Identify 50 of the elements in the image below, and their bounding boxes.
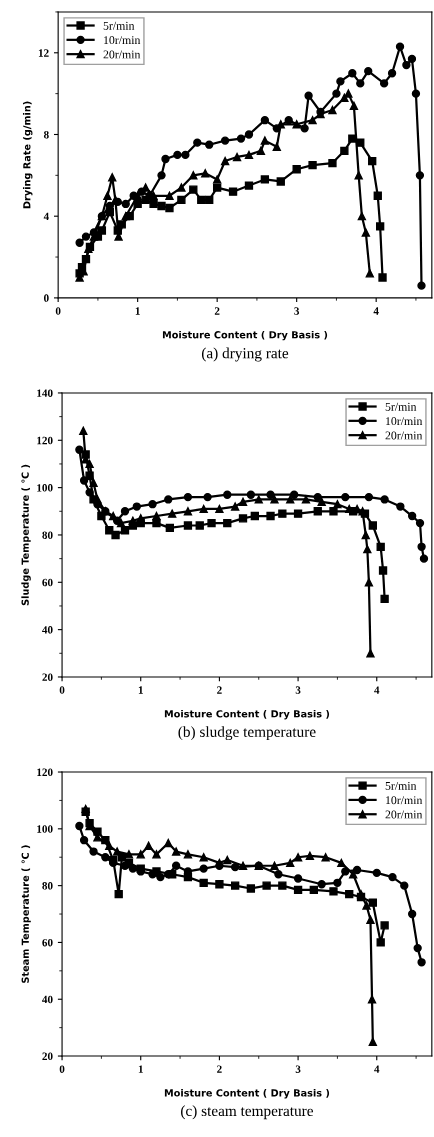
legend-label: 10r/min [386, 796, 423, 805]
x-tick-label: 2 [214, 307, 220, 315]
text: (c) steam temperature [181, 1105, 314, 1120]
y-tick-label: 120 [37, 768, 53, 776]
x-tick-label: 3 [295, 686, 301, 694]
y-tick-label: 140 [37, 389, 53, 397]
x-tick-label: 2 [217, 1065, 222, 1073]
x-axis-title: Moisture Content ( Dry Basis ) [164, 709, 330, 720]
x-tick-label: 4 [373, 307, 379, 315]
x-tick-label: 3 [295, 1065, 301, 1073]
legend-label: 20r/min [103, 50, 141, 59]
x-tick-label: 2 [217, 686, 222, 694]
x-tick-label: 0 [59, 686, 65, 694]
x-tick-label: 1 [138, 1065, 143, 1073]
y-tick-label: 100 [37, 825, 53, 833]
y-tick-label: 12 [38, 49, 49, 57]
legend-label: 5r/min [385, 402, 417, 411]
y-tick-label: 20 [42, 1052, 53, 1061]
legend-label: 10r/min [386, 417, 423, 426]
y-tick-label: 60 [42, 938, 53, 947]
y-tick-label: 60 [42, 578, 53, 587]
text: (b) sludge temperature [178, 726, 316, 741]
legend-label: 20r/min [385, 431, 423, 440]
y-tick-label: 20 [42, 673, 53, 681]
legend-label: 20r/min [385, 810, 423, 819]
x-tick-label: 0 [59, 1065, 65, 1073]
legend-label: 5r/min [103, 21, 135, 30]
y-axis-title: Drying Rate (g/min) [22, 101, 33, 209]
y-tick-label: 100 [37, 484, 53, 492]
legend-label: 10r/min [104, 36, 141, 45]
x-tick-label: 1 [138, 686, 143, 694]
x-axis-title: Moisture Content ( Dry Basis ) [164, 1089, 330, 1099]
x-tick-label: 0 [55, 307, 61, 315]
y-tick-label: 80 [42, 882, 53, 890]
y-tick-label: 80 [42, 531, 53, 539]
y-tick-label: 120 [37, 436, 53, 445]
text: (a) drying rate [201, 347, 289, 362]
x-tick-label: 1 [135, 307, 140, 315]
y-axis-title: Sludge Temperature ( ℃ ) [21, 464, 31, 606]
y-tick-label: 0 [44, 294, 49, 302]
x-axis-title: Moisture Content ( Dry Basis ) [162, 330, 328, 341]
y-tick-label: 8 [43, 130, 49, 139]
y-tick-label: 4 [43, 212, 49, 221]
x-tick-label: 4 [374, 1065, 380, 1073]
x-tick-label: 3 [294, 307, 300, 315]
y-tick-label: 40 [42, 626, 53, 634]
x-tick-label: 4 [374, 686, 380, 694]
y-axis-title: Steam Temperature ( ℃ ) [21, 845, 31, 983]
legend-label: 5r/min [385, 781, 417, 790]
y-tick-label: 40 [42, 995, 53, 1004]
